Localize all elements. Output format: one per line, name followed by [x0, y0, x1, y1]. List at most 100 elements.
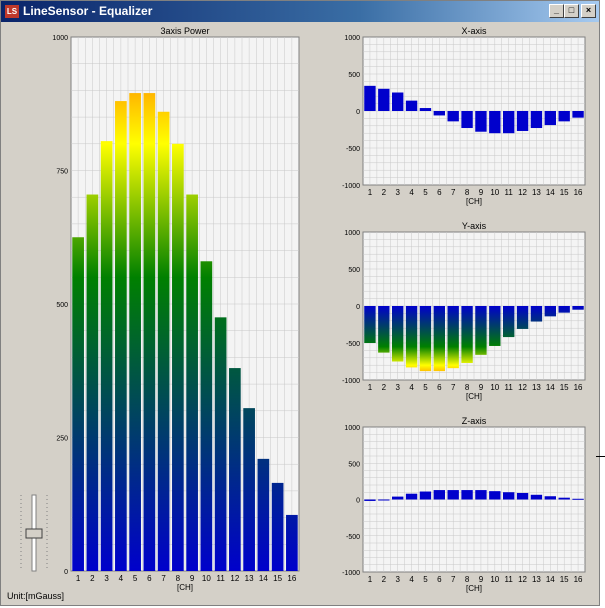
bar — [186, 194, 198, 571]
bar — [461, 306, 473, 363]
y-tick-label: 500 — [348, 267, 360, 274]
bar — [257, 458, 270, 571]
x-axis-label: [CH] — [466, 197, 482, 206]
bar — [378, 306, 390, 353]
scale-slider[interactable] — [15, 491, 55, 575]
x-tick-label: 7 — [161, 574, 166, 583]
x-tick-label: 9 — [479, 383, 484, 392]
chart-title: Z-axis — [462, 416, 487, 426]
x-tick-label: 14 — [546, 383, 555, 392]
x-tick-label: 11 — [505, 188, 514, 197]
x-tick-label: 12 — [518, 188, 527, 197]
y-tick-label: 500 — [348, 461, 360, 468]
x-tick-label: 1 — [368, 575, 373, 584]
x-tick-label: 2 — [382, 383, 387, 392]
x-tick-label: 1 — [76, 574, 81, 583]
title-bar[interactable]: LS LineSensor - Equalizer _ □ × — [1, 1, 599, 22]
bar — [572, 306, 584, 310]
x-tick-label: 16 — [574, 575, 583, 584]
bar — [544, 496, 557, 500]
bar — [516, 492, 529, 500]
maximize-button[interactable]: □ — [564, 4, 579, 18]
bar — [544, 306, 557, 317]
x-tick-label: 14 — [259, 574, 268, 583]
x-tick-label: 16 — [287, 574, 296, 583]
client-area: 3axis Power 0 250 500 750 1000 1 2 3 4 5 6 7 8 9 10 11 12… — [5, 25, 595, 603]
bar — [364, 85, 376, 111]
bar — [286, 514, 298, 571]
close-button[interactable]: × — [581, 4, 596, 18]
bar — [516, 111, 529, 131]
x-tick-label: 3 — [395, 575, 400, 584]
bar — [391, 92, 404, 111]
bar — [243, 408, 255, 571]
x-tick-label: 11 — [216, 574, 225, 583]
unit-label: Unit:[mGauss] — [7, 591, 65, 601]
x-tick-label: 2 — [382, 188, 387, 197]
x-tick-label: 15 — [560, 188, 569, 197]
bar — [530, 306, 543, 322]
bar — [129, 93, 141, 571]
x-tick-label: 8 — [176, 574, 181, 583]
minimize-button[interactable]: _ — [549, 4, 564, 18]
bar — [461, 111, 473, 129]
bar — [419, 306, 432, 372]
y-tick-label: -500 — [346, 341, 360, 348]
bar — [530, 494, 543, 500]
bar — [558, 111, 570, 122]
bar — [172, 143, 184, 572]
x-tick-label: 4 — [119, 574, 124, 583]
y-tick-label: -1000 — [342, 378, 360, 385]
bar — [516, 306, 529, 329]
y-tick-label: 1000 — [344, 230, 360, 237]
external-line — [596, 456, 605, 457]
bar — [405, 100, 418, 111]
x-tick-label: 2 — [382, 575, 387, 584]
slider-thumb[interactable] — [25, 528, 43, 539]
x-tick-label: 13 — [532, 575, 541, 584]
app-icon[interactable]: LS — [5, 5, 19, 18]
x-tick-label: 3 — [395, 188, 400, 197]
bar — [200, 261, 213, 571]
bar — [115, 101, 127, 571]
x-tick-label: 15 — [560, 575, 569, 584]
x-tick-label: 16 — [574, 188, 583, 197]
bar — [433, 490, 446, 500]
x-tick-label: 7 — [451, 575, 456, 584]
x-tick-label: 15 — [560, 383, 569, 392]
y-tick-label: 500 — [56, 302, 68, 309]
x-tick-label: 12 — [230, 574, 239, 583]
x-tick-label: 6 — [437, 575, 442, 584]
bar — [558, 306, 570, 313]
chart-title: 3axis Power — [160, 26, 209, 36]
y-tick-label: 1000 — [344, 35, 360, 42]
x-tick-label: 5 — [133, 574, 138, 583]
x-tick-label: 2 — [90, 574, 95, 583]
chart-title: Y-axis — [462, 221, 487, 231]
bar — [475, 490, 487, 500]
x-tick-label: 16 — [574, 383, 583, 392]
x-tick-label: 11 — [505, 575, 514, 584]
window-title: LineSensor - Equalizer — [23, 4, 153, 18]
bar — [447, 306, 459, 369]
y-tick-label: 0 — [356, 304, 360, 311]
x-tick-label: 10 — [490, 383, 499, 392]
x-tick-label: 5 — [423, 188, 428, 197]
x-tick-label: 7 — [451, 383, 456, 392]
bar — [364, 306, 376, 343]
bar — [229, 368, 241, 571]
bar — [502, 492, 515, 500]
bar — [433, 111, 446, 116]
bar — [364, 499, 376, 501]
y-tick-label: 0 — [356, 109, 360, 116]
y-tick-label: -500 — [346, 534, 360, 541]
x-tick-label: 10 — [202, 574, 211, 583]
y-tick-label: 750 — [56, 169, 68, 176]
y-tick-label: -1000 — [342, 570, 360, 577]
x-tick-label: 3 — [104, 574, 109, 583]
y-tick-label: 0 — [64, 569, 68, 576]
x-tick-label: 6 — [437, 188, 442, 197]
